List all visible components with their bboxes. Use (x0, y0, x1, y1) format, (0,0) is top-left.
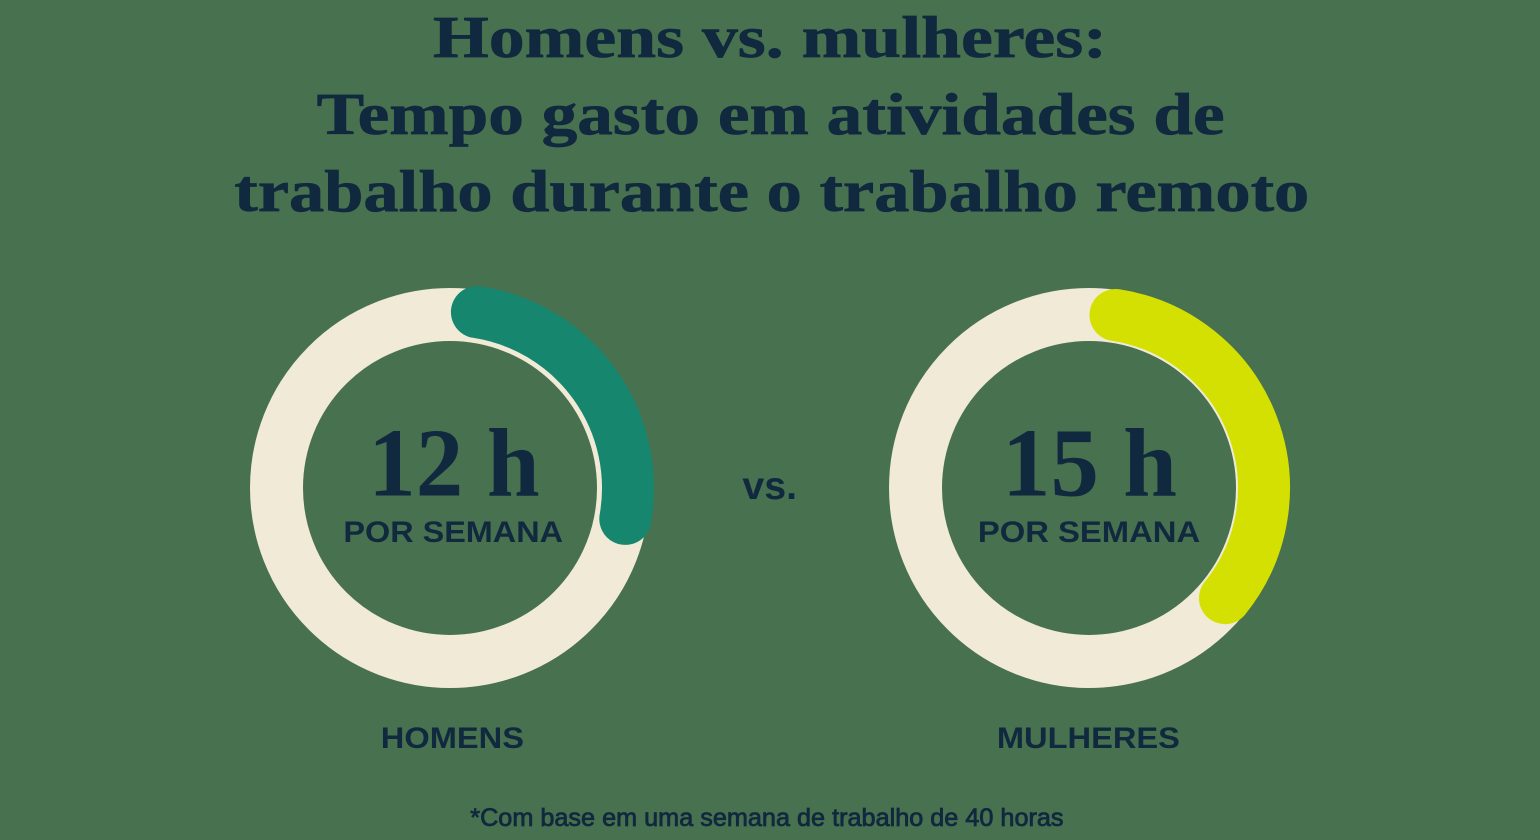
svg-text:Homens vs. mulheres:: Homens vs. mulheres: (433, 4, 1107, 70)
svg-text:trabalho durante o trabalho re: trabalho durante o trabalho remoto (234, 158, 1309, 224)
svg-text:POR SEMANA: POR SEMANA (343, 516, 563, 549)
svg-text:12 h: 12 h (368, 410, 539, 517)
svg-text:POR SEMANA: POR SEMANA (978, 516, 1200, 549)
svg-text:15 h: 15 h (1002, 410, 1177, 517)
svg-text:HOMENS: HOMENS (381, 722, 524, 755)
svg-text:Tempo gasto em atividades de: Tempo gasto em atividades de (317, 81, 1225, 147)
svg-text:*Com base em uma semana de tra: *Com base em uma semana de trabalho de 4… (470, 804, 1063, 832)
svg-text:vs.: vs. (742, 465, 797, 508)
svg-text:MULHERES: MULHERES (997, 722, 1180, 755)
